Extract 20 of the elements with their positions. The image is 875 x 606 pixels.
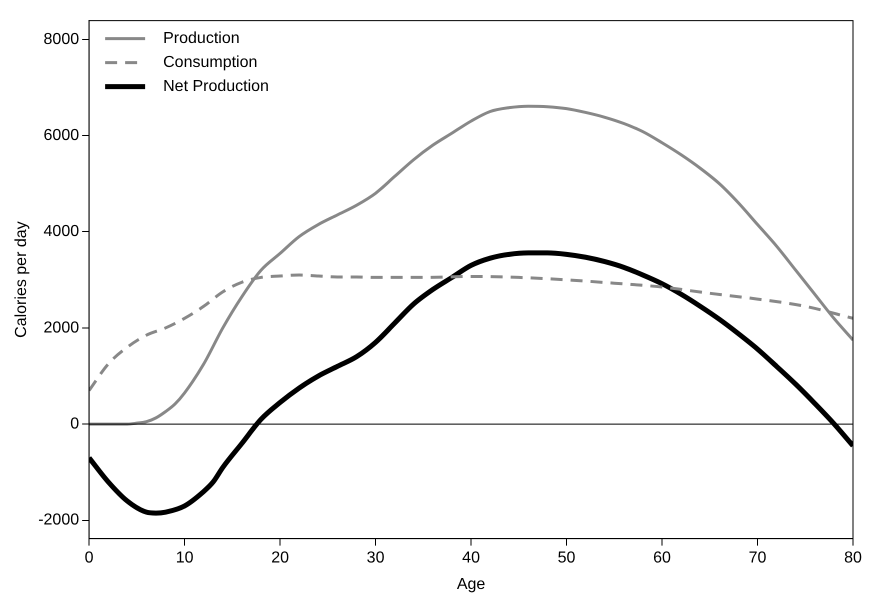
y-tick-label: 6000 <box>44 126 80 144</box>
x-tick-label: 70 <box>748 550 767 567</box>
x-tick-label: 10 <box>176 550 194 567</box>
legend-label: Consumption <box>163 54 258 72</box>
y-tick-label: -2000 <box>38 512 80 529</box>
y-axis-title: Calories per day <box>13 221 30 338</box>
x-tick-label: 0 <box>84 550 94 567</box>
x-tick-label: 80 <box>844 550 862 567</box>
x-tick-label: 60 <box>653 550 672 567</box>
y-tick-label: 4000 <box>44 223 80 240</box>
x-axis-title: Age <box>456 576 486 593</box>
x-tick-label: 50 <box>558 550 576 567</box>
legend-label: Net Production <box>163 78 269 96</box>
x-tick-label: 30 <box>366 550 385 567</box>
y-tick-label: 8000 <box>44 30 80 48</box>
y-tick-label: 2000 <box>44 319 80 336</box>
y-tick-label: 0 <box>70 416 80 433</box>
legend-label: Production <box>163 30 240 48</box>
x-tick-label: 20 <box>271 550 290 567</box>
x-tick-label: 40 <box>462 550 480 567</box>
